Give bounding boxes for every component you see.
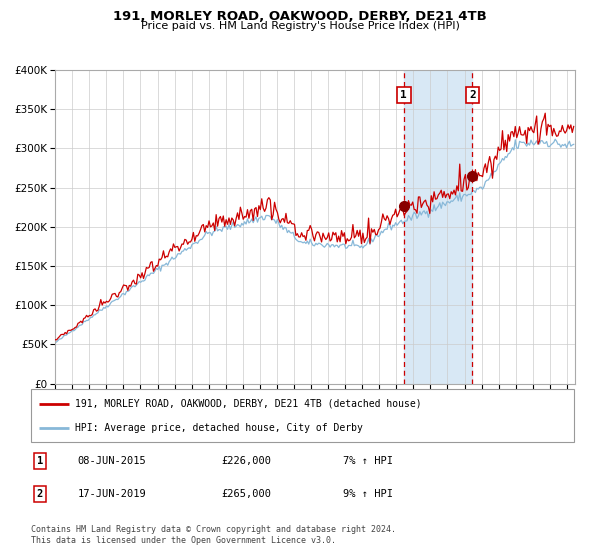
Text: Contains HM Land Registry data © Crown copyright and database right 2024.
This d: Contains HM Land Registry data © Crown c… — [31, 525, 396, 545]
Text: 1: 1 — [37, 456, 43, 466]
Text: 9% ↑ HPI: 9% ↑ HPI — [343, 489, 394, 499]
Text: 191, MORLEY ROAD, OAKWOOD, DERBY, DE21 4TB: 191, MORLEY ROAD, OAKWOOD, DERBY, DE21 4… — [113, 10, 487, 23]
Text: 17-JUN-2019: 17-JUN-2019 — [77, 489, 146, 499]
Text: £265,000: £265,000 — [221, 489, 271, 499]
Bar — [404, 70, 472, 384]
Text: £226,000: £226,000 — [221, 456, 271, 466]
Text: 2: 2 — [469, 90, 476, 100]
FancyBboxPatch shape — [31, 389, 574, 442]
Text: Price paid vs. HM Land Registry's House Price Index (HPI): Price paid vs. HM Land Registry's House … — [140, 21, 460, 31]
Text: HPI: Average price, detached house, City of Derby: HPI: Average price, detached house, City… — [74, 423, 362, 433]
Text: 1: 1 — [400, 90, 407, 100]
Text: 191, MORLEY ROAD, OAKWOOD, DERBY, DE21 4TB (detached house): 191, MORLEY ROAD, OAKWOOD, DERBY, DE21 4… — [74, 399, 421, 409]
Text: 7% ↑ HPI: 7% ↑ HPI — [343, 456, 394, 466]
Text: 08-JUN-2015: 08-JUN-2015 — [77, 456, 146, 466]
Text: 2: 2 — [37, 489, 43, 499]
